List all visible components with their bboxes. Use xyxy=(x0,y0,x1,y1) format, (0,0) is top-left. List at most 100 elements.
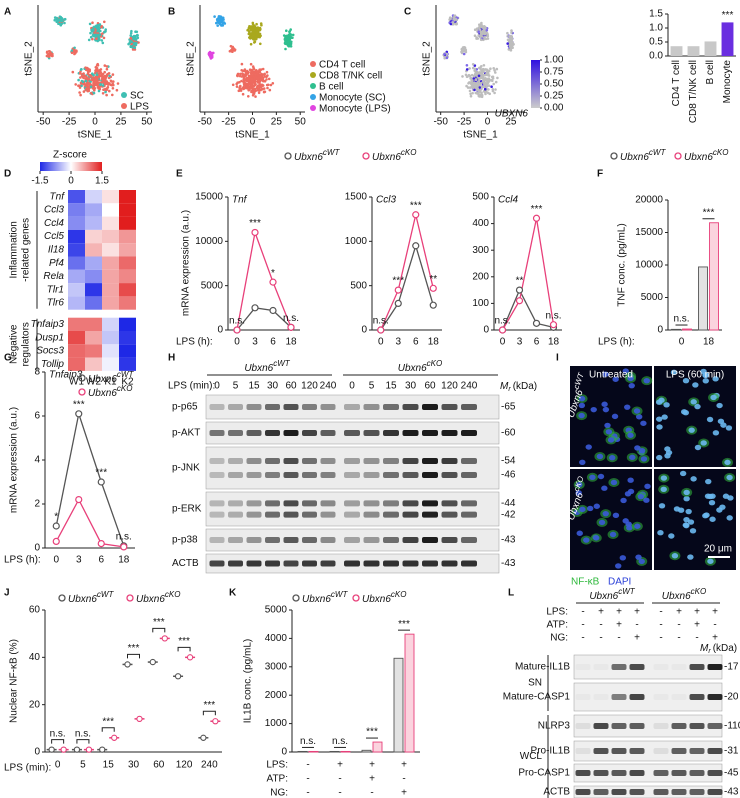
y-axis-label: mRNA expression (a.u.) xyxy=(181,210,192,316)
cell-dot xyxy=(483,33,487,36)
cell-dot xyxy=(96,77,99,81)
blot-band xyxy=(707,694,723,700)
cell-dot xyxy=(494,80,498,84)
mr-sub: r xyxy=(508,386,511,393)
mr-value: -110 xyxy=(724,721,740,732)
lane-label: 240 xyxy=(461,381,478,392)
x-tick-label: 0 xyxy=(234,337,240,348)
y-tick-label: 0.0 xyxy=(649,51,663,62)
gene: Ubxn6 xyxy=(68,594,97,605)
blot-band xyxy=(671,770,687,776)
series-line xyxy=(380,243,434,331)
cell-dot xyxy=(284,47,287,51)
cell-dot xyxy=(239,84,242,88)
cell-dot xyxy=(478,86,482,89)
cell-dot xyxy=(261,67,265,71)
cell-dot xyxy=(246,79,249,82)
y-tick-label: 5000 xyxy=(265,605,288,616)
condition-sign: + xyxy=(616,607,622,618)
blot-band xyxy=(575,723,591,729)
heatmap-cell xyxy=(68,203,85,217)
cell-nucleus xyxy=(612,512,620,519)
genotype: cWT xyxy=(97,590,115,599)
x-tick-label: 18 xyxy=(428,337,440,348)
blot-band xyxy=(653,789,669,795)
genotype-label: Ubxn6cWT xyxy=(589,587,635,602)
cell-dot xyxy=(129,31,133,35)
blot-band xyxy=(689,770,705,776)
cell-dot xyxy=(287,37,290,40)
cell-nucleus xyxy=(692,382,699,388)
cell-dot xyxy=(73,46,76,50)
heatmap-cell xyxy=(102,203,119,217)
gene-label: Il18 xyxy=(48,244,65,255)
cell-nucleus xyxy=(640,420,647,426)
stain-label: DAPI xyxy=(608,577,631,588)
annotation: *** xyxy=(249,218,261,229)
blot-row-label: p-p65 xyxy=(172,402,198,413)
lane-label: 120 xyxy=(301,381,318,392)
condition-sign: - xyxy=(581,633,584,644)
blot-band xyxy=(383,537,399,543)
bar xyxy=(671,328,681,331)
condition-label: ATP: xyxy=(267,774,288,785)
blot-band xyxy=(611,664,627,670)
panel-letter: A xyxy=(4,7,11,18)
cell-dot xyxy=(482,70,485,74)
cell-dot xyxy=(265,70,269,74)
cell-dot xyxy=(108,74,111,78)
annotation: *** xyxy=(153,617,165,628)
blot-band xyxy=(302,537,317,543)
cell-dot xyxy=(57,22,60,26)
y-tick-label: 4 xyxy=(34,455,40,466)
cell-dot xyxy=(507,48,511,51)
blot-band xyxy=(689,723,705,729)
condition-sign: - xyxy=(617,633,620,644)
blot-band xyxy=(302,404,317,410)
cell-dot xyxy=(129,34,132,37)
cell-dot xyxy=(216,21,219,24)
x-tick-label: 15 xyxy=(103,760,115,771)
cell-dot xyxy=(490,75,494,79)
data-point xyxy=(532,214,541,222)
colorbar xyxy=(531,60,540,108)
data-point xyxy=(52,537,60,546)
blot-band xyxy=(265,500,280,507)
blot-row-label: Pro-IL1B xyxy=(531,746,571,757)
annotation: *** xyxy=(531,204,543,215)
blot-band xyxy=(302,500,317,507)
panel-letter: B xyxy=(168,7,175,18)
annotation: ** xyxy=(429,274,437,285)
cell-dot xyxy=(96,86,100,89)
y-tick-label: 1000 xyxy=(345,236,368,247)
legend-marker xyxy=(610,152,618,160)
heatmap-cell xyxy=(119,203,136,217)
colorbar-tick-label: 0 xyxy=(68,176,74,187)
colorbar-tick-label: 0.50 xyxy=(544,79,564,90)
blot-band xyxy=(363,458,380,464)
data-point xyxy=(498,326,507,334)
blot-band xyxy=(461,430,477,436)
heatmap-cell xyxy=(102,283,119,297)
x-tick-label: 0 xyxy=(53,555,59,566)
legend-marker xyxy=(310,94,316,100)
condition-sign: - xyxy=(695,633,698,644)
cell-nucleus xyxy=(601,485,608,491)
cell-nucleus xyxy=(598,519,606,526)
heatmap-cell xyxy=(102,317,119,331)
group-label: Inflammation xyxy=(9,221,20,278)
cell-dot xyxy=(137,41,140,44)
cell-dot xyxy=(79,76,82,79)
blot-band xyxy=(422,430,438,436)
condition-sign: + xyxy=(694,607,700,618)
cell-dot xyxy=(216,24,219,27)
condition-sign: - xyxy=(306,760,309,771)
cell-dot xyxy=(85,87,88,91)
blot-band xyxy=(629,664,645,670)
blot-band xyxy=(383,511,399,518)
cell-dot xyxy=(255,72,259,76)
plot-title: Tnf xyxy=(232,195,248,206)
cell-dot xyxy=(287,44,291,48)
